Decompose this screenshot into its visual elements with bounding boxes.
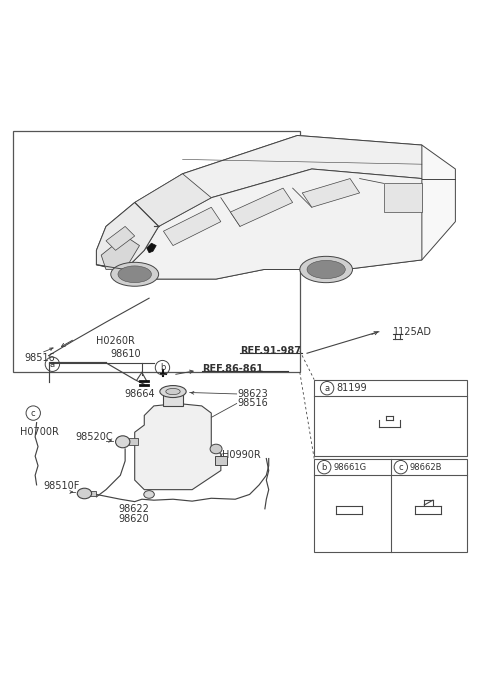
Polygon shape xyxy=(106,226,135,250)
Polygon shape xyxy=(384,183,422,212)
Ellipse shape xyxy=(77,488,92,499)
Text: a: a xyxy=(324,384,330,392)
Bar xyxy=(314,458,468,552)
Text: c: c xyxy=(398,462,403,472)
Ellipse shape xyxy=(116,436,130,448)
Polygon shape xyxy=(144,135,422,226)
Text: 98520C: 98520C xyxy=(75,432,112,442)
Polygon shape xyxy=(163,394,182,406)
Polygon shape xyxy=(96,203,158,269)
Text: 98623: 98623 xyxy=(238,389,268,399)
Ellipse shape xyxy=(307,260,345,279)
Bar xyxy=(12,131,300,372)
Ellipse shape xyxy=(160,386,186,398)
Text: H0260R: H0260R xyxy=(96,336,135,347)
Text: 81199: 81199 xyxy=(336,383,367,393)
Text: 98516: 98516 xyxy=(24,353,55,363)
Bar xyxy=(314,380,468,456)
Text: 98610: 98610 xyxy=(111,349,142,359)
Bar xyxy=(129,438,138,445)
Text: 98510F: 98510F xyxy=(44,481,80,491)
Polygon shape xyxy=(125,169,422,279)
Text: REF.86-861: REF.86-861 xyxy=(202,364,263,374)
Text: b: b xyxy=(160,363,165,372)
Ellipse shape xyxy=(300,256,352,283)
Text: H0700R: H0700R xyxy=(20,427,59,437)
Text: 98662B: 98662B xyxy=(410,462,443,472)
Polygon shape xyxy=(96,135,456,279)
Ellipse shape xyxy=(210,444,222,454)
Polygon shape xyxy=(147,243,156,253)
Bar xyxy=(89,491,96,496)
Polygon shape xyxy=(135,174,211,226)
Ellipse shape xyxy=(118,266,152,283)
Text: 98516: 98516 xyxy=(238,398,268,408)
Text: REF.91-987: REF.91-987 xyxy=(240,346,301,356)
Text: c: c xyxy=(31,409,36,417)
Text: 1125AD: 1125AD xyxy=(393,326,432,336)
Text: 98622: 98622 xyxy=(118,504,149,514)
Text: 98661G: 98661G xyxy=(333,462,366,472)
Text: 98620: 98620 xyxy=(118,513,149,524)
Text: b: b xyxy=(322,462,327,472)
Polygon shape xyxy=(302,178,360,207)
Polygon shape xyxy=(135,404,221,490)
Bar xyxy=(215,456,227,465)
Text: 98664: 98664 xyxy=(124,389,155,399)
Ellipse shape xyxy=(166,388,180,394)
Polygon shape xyxy=(230,188,293,226)
Ellipse shape xyxy=(111,262,158,286)
Polygon shape xyxy=(163,207,221,246)
Ellipse shape xyxy=(144,491,155,498)
Text: H0990R: H0990R xyxy=(222,450,261,460)
Text: a: a xyxy=(50,360,55,369)
Polygon shape xyxy=(101,236,140,269)
